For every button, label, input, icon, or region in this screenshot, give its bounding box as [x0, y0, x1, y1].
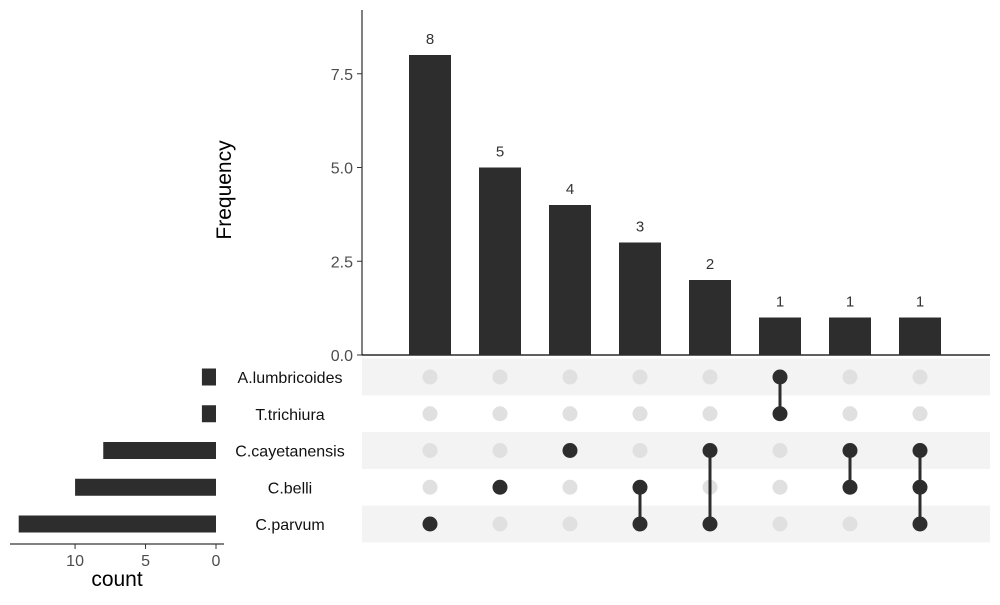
set-size-bar — [201, 368, 216, 386]
intersection-bar — [549, 205, 591, 355]
matrix-dot-inactive — [492, 406, 508, 422]
set-size-tick-label: 0 — [212, 553, 221, 570]
matrix-dot-inactive — [632, 406, 648, 422]
matrix-dot-inactive — [562, 516, 578, 532]
matrix-dot-active — [912, 516, 928, 532]
intersection-bars: 8 5 4 3 2 1 1 1 — [409, 31, 941, 355]
set-size-panel: 10 5 0 count — [10, 368, 224, 591]
set-size-bar — [75, 478, 216, 496]
intersection-bar — [619, 242, 661, 355]
intersection-bar — [899, 317, 941, 355]
intersection-bar-value: 3 — [636, 219, 644, 236]
matrix-dot-inactive — [842, 369, 858, 385]
matrix-dot-active — [912, 443, 928, 458]
intersection-bar — [759, 317, 801, 355]
matrix-dot-active — [632, 479, 648, 495]
matrix-dot-inactive — [422, 443, 438, 458]
frequency-ticks: 0.0 2.5 5.0 7.5 — [331, 67, 362, 365]
matrix-dot-inactive — [842, 406, 858, 422]
intersection-bar-value: 4 — [566, 181, 574, 198]
frequency-tick-label: 0.0 — [331, 348, 353, 365]
matrix-dot-inactive — [492, 369, 508, 385]
matrix-dot-active — [912, 479, 928, 495]
intersection-bar-value: 5 — [496, 144, 504, 161]
matrix-dot-inactive — [842, 516, 858, 532]
matrix-dot-inactive — [562, 369, 578, 385]
matrix-dot-inactive — [492, 516, 508, 532]
intersection-bar — [689, 280, 731, 355]
set-name-label: A.lumbricoides — [238, 370, 343, 387]
intersection-bar — [829, 317, 871, 355]
matrix-dot-active — [842, 479, 858, 495]
matrix-dot-inactive — [702, 369, 718, 385]
intersection-bar-value: 1 — [846, 294, 854, 311]
set-size-tick-label: 10 — [66, 553, 84, 570]
matrix-dot-active — [772, 369, 788, 385]
matrix-dot-active — [492, 479, 508, 495]
set-size-axis-title: count — [91, 568, 143, 591]
intersection-bar-value: 2 — [706, 256, 714, 273]
set-name-labels: A.lumbricoides T.trichiura C.cayetanensis C… — [235, 370, 344, 534]
matrix-dot-inactive — [422, 479, 438, 495]
matrix-dot-active — [842, 443, 858, 458]
matrix-dot-inactive — [492, 443, 508, 458]
matrix-dot-active — [772, 406, 788, 422]
matrix-dot-inactive — [912, 369, 928, 385]
frequency-tick-label: 2.5 — [331, 254, 353, 271]
matrix-dot-inactive — [912, 406, 928, 422]
intersection-bar-value: 8 — [426, 31, 434, 48]
set-name-label: T.trichiura — [255, 407, 324, 424]
set-size-ticks: 10 5 0 — [66, 544, 221, 570]
matrix-dot-active — [702, 516, 718, 532]
matrix-dot-active — [702, 443, 718, 458]
set-size-bars — [18, 368, 217, 533]
matrix-stripe — [362, 505, 990, 543]
matrix-stripe — [362, 358, 990, 396]
matrix-stripe — [362, 432, 990, 469]
set-size-tick-label: 5 — [141, 553, 150, 570]
frequency-tick-label: 5.0 — [331, 161, 353, 178]
matrix-dot-active — [632, 516, 648, 532]
frequency-axis: 0.0 2.5 5.0 7.5 Frequency — [213, 10, 990, 365]
intersection-bar-value: 1 — [916, 294, 924, 311]
intersection-matrix — [422, 369, 928, 532]
set-size-bar — [201, 405, 216, 423]
matrix-dot-active — [562, 443, 578, 458]
set-size-bar — [103, 442, 216, 459]
set-name-label: C.parvum — [255, 517, 324, 534]
matrix-dot-inactive — [562, 406, 578, 422]
matrix-dot-active — [422, 516, 438, 532]
set-name-label: C.belli — [268, 480, 312, 497]
intersection-bar — [409, 55, 451, 355]
frequency-tick-label: 7.5 — [331, 67, 353, 84]
matrix-dot-inactive — [632, 369, 648, 385]
set-size-bar — [18, 515, 217, 533]
matrix-dot-inactive — [772, 443, 788, 458]
matrix-dot-inactive — [562, 479, 578, 495]
matrix-dot-inactive — [422, 406, 438, 422]
matrix-dot-inactive — [772, 516, 788, 532]
set-name-label: C.cayetanensis — [235, 444, 344, 461]
matrix-dot-inactive — [632, 443, 648, 458]
frequency-axis-title: Frequency — [213, 140, 236, 240]
intersection-bar-value: 1 — [776, 294, 784, 311]
intersection-bar — [479, 167, 521, 355]
matrix-dot-inactive — [422, 369, 438, 385]
matrix-dot-inactive — [702, 406, 718, 422]
matrix-dot-inactive — [772, 479, 788, 495]
matrix-stripes — [362, 358, 990, 543]
